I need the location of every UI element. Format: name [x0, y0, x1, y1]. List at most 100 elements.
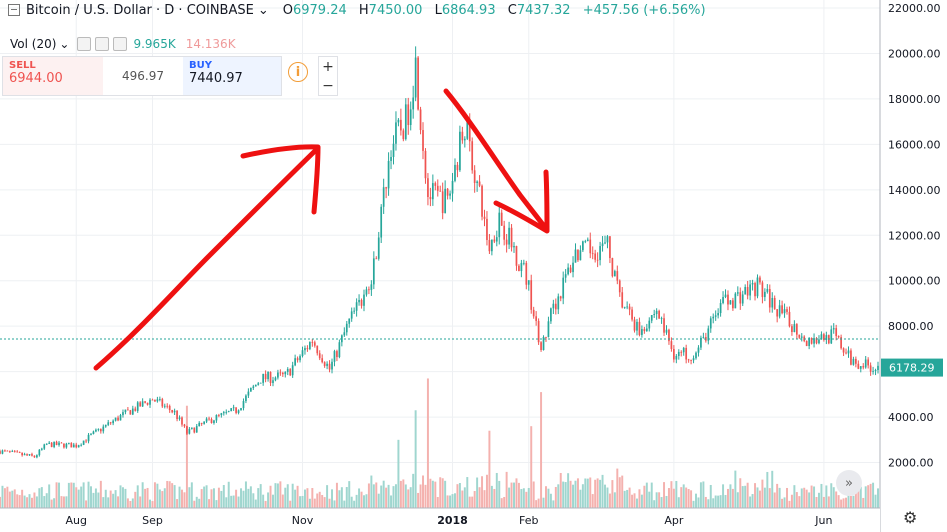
candle-body	[631, 309, 633, 320]
close-icon[interactable]	[113, 37, 128, 51]
volume-bar	[279, 481, 282, 508]
candle-body	[643, 329, 646, 332]
time-axis[interactable]: Aug Sep Nov 2018 Feb Apr Jun	[65, 514, 832, 527]
volume-bar	[70, 482, 73, 508]
candle-body	[407, 104, 410, 125]
volume-chevron-icon[interactable]: ⌄	[59, 37, 70, 51]
volume-bar	[121, 487, 124, 508]
candle-body	[68, 443, 70, 444]
info-icon[interactable]: i	[288, 62, 308, 82]
candle-body	[257, 383, 260, 385]
symbol-title[interactable]: Bitcoin / U.S. Dollar · D · COINBASE	[26, 2, 254, 18]
candle-body	[577, 249, 579, 261]
volume-bar	[286, 484, 289, 508]
candle-body	[316, 345, 319, 354]
volume-bar	[458, 483, 461, 508]
candle-body	[518, 265, 520, 272]
sell-price: 6944.00	[9, 71, 63, 86]
candle-body	[670, 341, 673, 349]
volume-bar	[117, 496, 120, 508]
volume-bar	[808, 492, 811, 508]
volume-bar	[53, 498, 56, 508]
volume-bar	[508, 487, 511, 508]
volume-bar	[439, 477, 442, 508]
eye-icon[interactable]	[77, 37, 92, 51]
scroll-to-realtime-button[interactable]: »	[836, 470, 862, 496]
candle-body	[323, 362, 326, 366]
candle-body	[363, 294, 365, 306]
volume-bar	[397, 439, 400, 508]
zoom-in-button[interactable]: +	[322, 58, 334, 75]
candle-body	[311, 342, 314, 343]
volume-bar	[827, 496, 830, 508]
volume-bar	[274, 483, 277, 508]
price-tick-label: 12000.00	[888, 229, 941, 242]
volume-bar	[82, 482, 85, 508]
volume-bar	[697, 497, 700, 508]
volume-bar	[129, 500, 132, 508]
candle-body	[729, 300, 732, 305]
candle-body	[92, 431, 95, 434]
zoom-out-button[interactable]: −	[322, 77, 334, 94]
candle-body	[596, 259, 599, 261]
volume-bar	[702, 481, 705, 508]
volume-label[interactable]: Vol (20)	[10, 37, 57, 51]
candle-body	[122, 412, 124, 416]
price-axis[interactable]: 22000.00 20000.00 18000.00 16000.00 14000.00…	[888, 2, 941, 470]
volume-bar	[303, 489, 306, 508]
candle-body	[370, 284, 373, 290]
settings-icon[interactable]	[95, 37, 110, 51]
candle-body	[877, 365, 879, 371]
sell-button[interactable]: SELL 6944.00	[3, 57, 103, 95]
candle-body	[542, 337, 545, 351]
volume-bar	[535, 500, 538, 508]
volume-bar	[803, 487, 806, 508]
candle-body	[835, 328, 838, 337]
volume-bar	[252, 493, 255, 508]
candle-body	[739, 292, 742, 304]
volume-bar	[724, 494, 727, 508]
volume-bar	[8, 491, 11, 508]
collapse-icon[interactable]	[8, 4, 20, 16]
volume-bar	[478, 487, 481, 508]
volume-bar	[227, 481, 230, 508]
volume-bar	[190, 482, 193, 508]
candle-body	[751, 283, 754, 285]
candle-body	[582, 241, 584, 251]
candle-body	[808, 337, 810, 346]
volume-bar	[857, 488, 860, 508]
candle-body	[675, 355, 678, 360]
volume-bar	[102, 497, 105, 508]
candle-body	[85, 440, 87, 442]
buy-button[interactable]: BUY 7440.97	[183, 57, 281, 95]
volume-bar	[810, 485, 813, 508]
price-tick-label: 10000.00	[888, 275, 941, 288]
candle-body	[864, 359, 867, 368]
volume-bar	[660, 497, 663, 508]
trading-panel: SELL 6944.00 496.97 BUY 7440.97	[2, 56, 282, 96]
volume-bar	[488, 430, 491, 508]
volume-bar	[215, 500, 218, 508]
annotation-arrows	[93, 88, 550, 371]
candle-body	[574, 249, 577, 263]
volume-bar	[402, 479, 405, 508]
volume-bar	[542, 497, 545, 508]
candle-body	[825, 335, 828, 340]
candle-body	[584, 241, 587, 242]
symbol-chevron-icon[interactable]: ⌄	[257, 2, 269, 18]
volume-bar	[67, 482, 70, 508]
candle-body	[40, 448, 43, 450]
volume-bar	[613, 492, 616, 508]
candle-body	[677, 351, 680, 356]
volume-bar	[830, 483, 833, 508]
volume-bar	[240, 488, 243, 508]
candle-body	[372, 258, 375, 285]
volume-bar	[559, 472, 562, 508]
candle-body	[459, 131, 461, 171]
candle-body	[215, 414, 218, 421]
volume-bar	[845, 497, 848, 508]
time-tick-label: Apr	[664, 514, 684, 527]
gear-icon[interactable]: ⚙	[903, 508, 918, 527]
volume-bar	[569, 480, 572, 508]
